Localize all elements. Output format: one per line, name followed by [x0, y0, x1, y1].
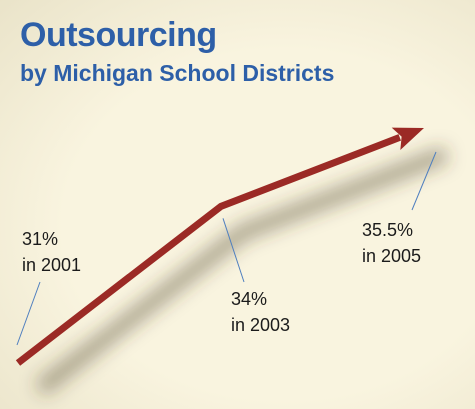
leader-lines: [16, 151, 437, 346]
leader-line-2001: [16, 281, 41, 346]
series-line-group: [15, 127, 424, 366]
data-label-year: in 2003: [231, 315, 291, 335]
series-line: [15, 134, 402, 366]
data-label-year: in 2001: [22, 255, 82, 275]
data-label-2001: 31% in 2001: [22, 226, 81, 278]
leader-line-2005: [411, 151, 437, 211]
data-label-2003: 34% in 2003: [231, 286, 290, 338]
data-label-year: in 2005: [362, 246, 422, 266]
series-line-shadow: [35, 146, 449, 396]
chart-subtitle: by Michigan School Districts: [20, 60, 335, 86]
data-label-value: 34%: [231, 289, 268, 309]
leader-line-2003: [222, 218, 245, 283]
chart-title: Outsourcing: [20, 16, 217, 54]
data-label-value: 35.5%: [362, 220, 414, 240]
series-arrowhead: [391, 127, 424, 150]
data-label-2005: 35.5% in 2005: [362, 217, 421, 269]
series-shadow: [35, 146, 449, 396]
data-label-value: 31%: [22, 229, 59, 249]
